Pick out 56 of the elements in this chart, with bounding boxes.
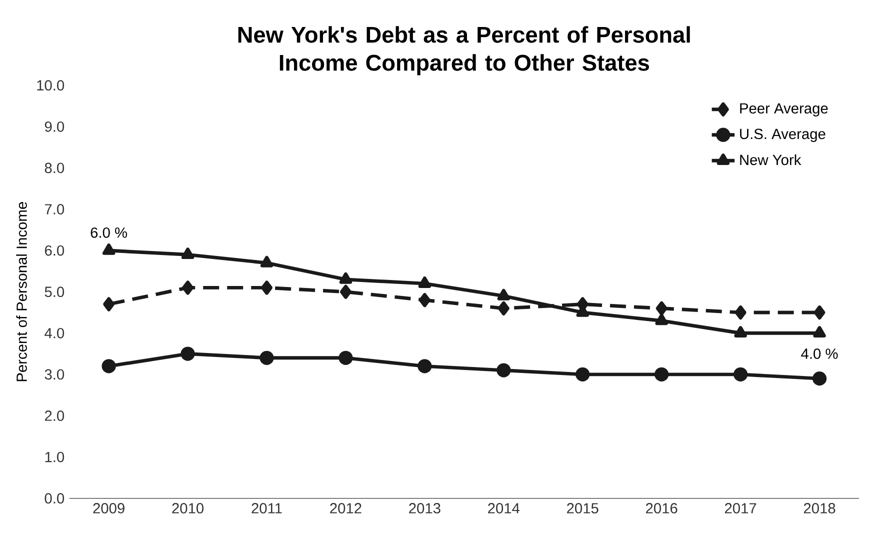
point <box>261 280 272 295</box>
point <box>103 297 115 312</box>
point <box>734 305 746 320</box>
x-tick-label: 2015 <box>567 503 598 514</box>
point <box>418 276 432 288</box>
y-tick-label: 3.0 <box>44 369 64 380</box>
legend-label: Peer Average <box>740 103 828 116</box>
point <box>102 243 116 255</box>
x-tick-label: 2014 <box>488 503 520 514</box>
x-tick-label: 2013 <box>409 503 440 514</box>
point <box>418 293 430 308</box>
x-tick-label: 2009 <box>93 503 124 514</box>
point <box>497 288 510 300</box>
point <box>496 363 511 378</box>
y-tick-label: 4.0 <box>44 328 64 338</box>
legend-label: U.S. Average <box>740 128 826 142</box>
y-tick-label: 1.0 <box>45 452 64 462</box>
y-tick-label: 9.0 <box>44 121 64 132</box>
point <box>813 326 826 338</box>
x-tick-label: 2017 <box>724 503 756 514</box>
x-tick-label: 2018 <box>804 503 836 514</box>
point <box>339 272 352 284</box>
point <box>498 301 510 316</box>
y-tick-label: 5.0 <box>44 286 64 298</box>
x-tick-label: 2012 <box>330 503 362 514</box>
point <box>180 346 195 361</box>
point <box>182 280 194 295</box>
y-axis-title: Percent of Personal Income <box>16 202 27 382</box>
point <box>340 284 352 299</box>
y-tick-label: 10.0 <box>37 80 64 91</box>
y-tick-label: 2.0 <box>44 410 64 421</box>
y-tick-label: 8.0 <box>44 162 64 174</box>
point <box>733 367 748 382</box>
annotation: 6.0 % <box>90 227 128 238</box>
legend-label: New York <box>740 154 802 166</box>
point <box>181 248 194 260</box>
point <box>812 371 827 386</box>
point <box>260 350 274 365</box>
y-tick-label: 6.0 <box>44 245 64 256</box>
point <box>418 359 432 374</box>
point <box>734 326 747 338</box>
point <box>338 350 353 365</box>
point <box>814 305 826 320</box>
annotation: 4.0 % <box>801 348 838 359</box>
y-tick-label: 7.0 <box>44 204 64 214</box>
point <box>102 359 116 374</box>
point <box>576 367 590 382</box>
x-tick-label: 2016 <box>646 503 678 514</box>
point <box>655 314 668 326</box>
point <box>656 301 668 316</box>
y-tick-label: 0.0 <box>44 493 64 504</box>
x-tick-label: 2010 <box>172 503 204 514</box>
chart-title: New York's Debt as a Percent of Personal Income Compared to Other States <box>238 26 690 76</box>
point <box>260 256 274 268</box>
x-tick-label: 2011 <box>252 503 282 514</box>
point <box>654 367 669 382</box>
